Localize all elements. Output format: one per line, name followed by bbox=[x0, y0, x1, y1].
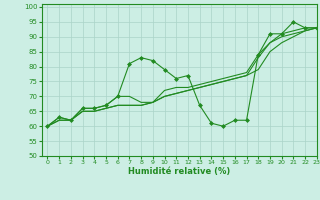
X-axis label: Humidité relative (%): Humidité relative (%) bbox=[128, 167, 230, 176]
